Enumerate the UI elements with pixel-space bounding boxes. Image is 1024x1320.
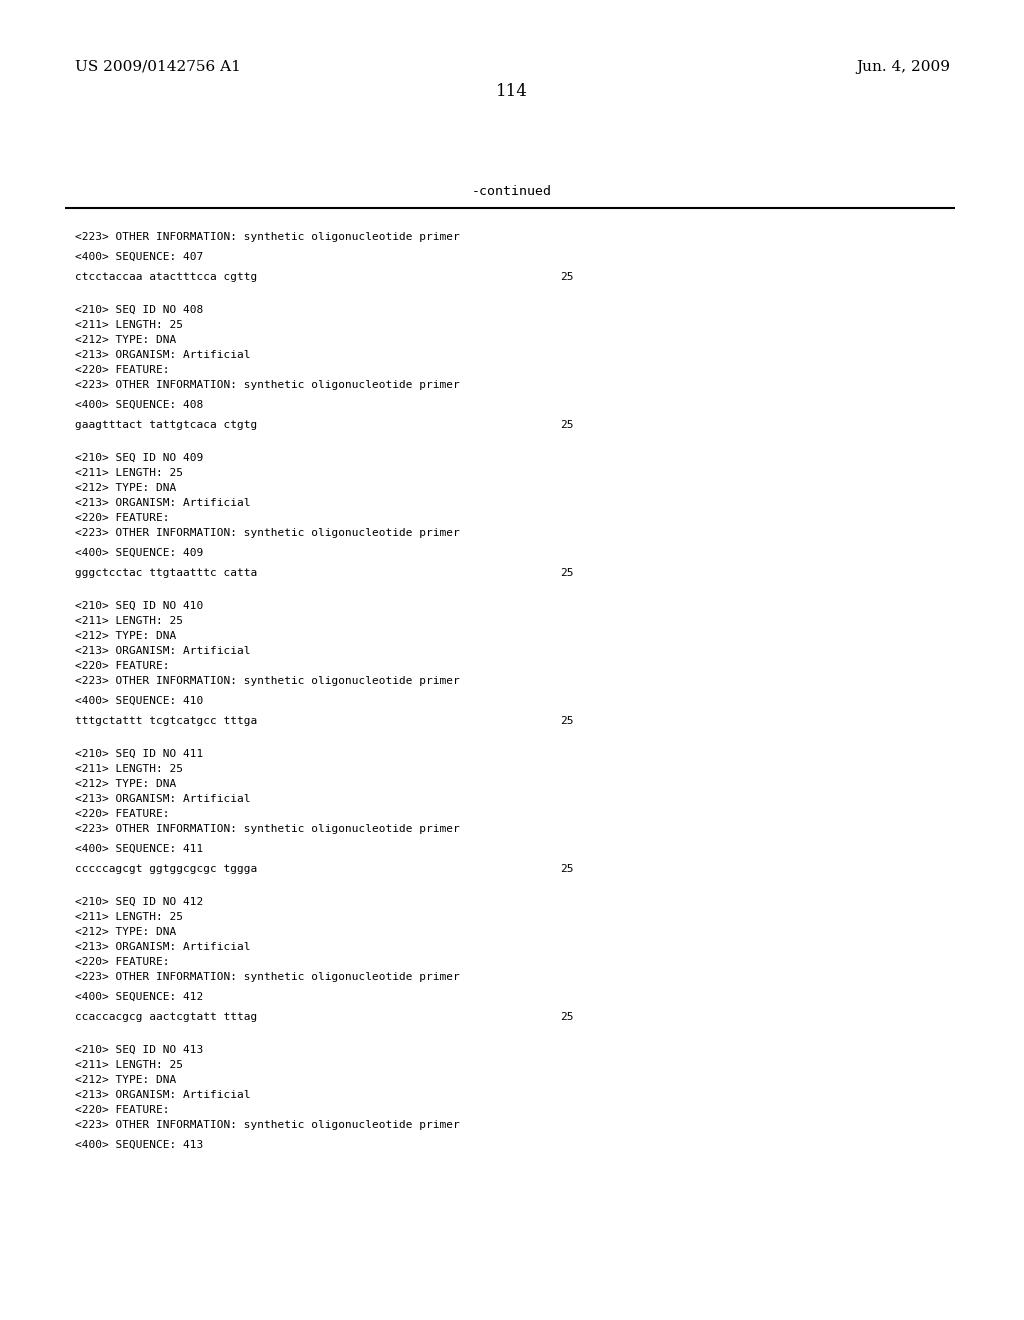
Text: -continued: -continued: [472, 185, 552, 198]
Text: <210> SEQ ID NO 409: <210> SEQ ID NO 409: [75, 453, 203, 463]
Text: <400> SEQUENCE: 409: <400> SEQUENCE: 409: [75, 548, 203, 558]
Text: 114: 114: [496, 83, 528, 100]
Text: <210> SEQ ID NO 408: <210> SEQ ID NO 408: [75, 305, 203, 315]
Text: <211> LENGTH: 25: <211> LENGTH: 25: [75, 469, 183, 478]
Text: ctcctaccaa atactttcca cgttg: ctcctaccaa atactttcca cgttg: [75, 272, 257, 282]
Text: <220> FEATURE:: <220> FEATURE:: [75, 366, 170, 375]
Text: ccaccacgcg aactcgtatt tttag: ccaccacgcg aactcgtatt tttag: [75, 1012, 257, 1022]
Text: <400> SEQUENCE: 407: <400> SEQUENCE: 407: [75, 252, 203, 261]
Text: <220> FEATURE:: <220> FEATURE:: [75, 661, 170, 671]
Text: <220> FEATURE:: <220> FEATURE:: [75, 1105, 170, 1115]
Text: <210> SEQ ID NO 413: <210> SEQ ID NO 413: [75, 1045, 203, 1055]
Text: 25: 25: [560, 272, 573, 282]
Text: <213> ORGANISM: Artificial: <213> ORGANISM: Artificial: [75, 498, 251, 508]
Text: <223> OTHER INFORMATION: synthetic oligonucleotide primer: <223> OTHER INFORMATION: synthetic oligo…: [75, 1119, 460, 1130]
Text: <210> SEQ ID NO 412: <210> SEQ ID NO 412: [75, 898, 203, 907]
Text: <212> TYPE: DNA: <212> TYPE: DNA: [75, 779, 176, 789]
Text: US 2009/0142756 A1: US 2009/0142756 A1: [75, 59, 241, 74]
Text: <211> LENGTH: 25: <211> LENGTH: 25: [75, 319, 183, 330]
Text: <211> LENGTH: 25: <211> LENGTH: 25: [75, 1060, 183, 1071]
Text: <212> TYPE: DNA: <212> TYPE: DNA: [75, 335, 176, 345]
Text: <223> OTHER INFORMATION: synthetic oligonucleotide primer: <223> OTHER INFORMATION: synthetic oligo…: [75, 232, 460, 242]
Text: <400> SEQUENCE: 408: <400> SEQUENCE: 408: [75, 400, 203, 411]
Text: <400> SEQUENCE: 412: <400> SEQUENCE: 412: [75, 993, 203, 1002]
Text: <223> OTHER INFORMATION: synthetic oligonucleotide primer: <223> OTHER INFORMATION: synthetic oligo…: [75, 676, 460, 686]
Text: 25: 25: [560, 715, 573, 726]
Text: <212> TYPE: DNA: <212> TYPE: DNA: [75, 483, 176, 492]
Text: <223> OTHER INFORMATION: synthetic oligonucleotide primer: <223> OTHER INFORMATION: synthetic oligo…: [75, 972, 460, 982]
Text: <223> OTHER INFORMATION: synthetic oligonucleotide primer: <223> OTHER INFORMATION: synthetic oligo…: [75, 380, 460, 389]
Text: <211> LENGTH: 25: <211> LENGTH: 25: [75, 764, 183, 774]
Text: <211> LENGTH: 25: <211> LENGTH: 25: [75, 912, 183, 921]
Text: Jun. 4, 2009: Jun. 4, 2009: [856, 59, 950, 74]
Text: tttgctattt tcgtcatgcc tttga: tttgctattt tcgtcatgcc tttga: [75, 715, 257, 726]
Text: <210> SEQ ID NO 411: <210> SEQ ID NO 411: [75, 748, 203, 759]
Text: 25: 25: [560, 1012, 573, 1022]
Text: <211> LENGTH: 25: <211> LENGTH: 25: [75, 616, 183, 626]
Text: gggctcctac ttgtaatttc catta: gggctcctac ttgtaatttc catta: [75, 568, 257, 578]
Text: <223> OTHER INFORMATION: synthetic oligonucleotide primer: <223> OTHER INFORMATION: synthetic oligo…: [75, 824, 460, 834]
Text: 25: 25: [560, 420, 573, 430]
Text: <400> SEQUENCE: 410: <400> SEQUENCE: 410: [75, 696, 203, 706]
Text: 25: 25: [560, 865, 573, 874]
Text: gaagtttact tattgtcaca ctgtg: gaagtttact tattgtcaca ctgtg: [75, 420, 257, 430]
Text: <213> ORGANISM: Artificial: <213> ORGANISM: Artificial: [75, 942, 251, 952]
Text: <212> TYPE: DNA: <212> TYPE: DNA: [75, 927, 176, 937]
Text: cccccagcgt ggtggcgcgc tggga: cccccagcgt ggtggcgcgc tggga: [75, 865, 257, 874]
Text: <213> ORGANISM: Artificial: <213> ORGANISM: Artificial: [75, 1090, 251, 1100]
Text: <220> FEATURE:: <220> FEATURE:: [75, 513, 170, 523]
Text: <400> SEQUENCE: 413: <400> SEQUENCE: 413: [75, 1140, 203, 1150]
Text: <210> SEQ ID NO 410: <210> SEQ ID NO 410: [75, 601, 203, 611]
Text: <220> FEATURE:: <220> FEATURE:: [75, 957, 170, 968]
Text: <220> FEATURE:: <220> FEATURE:: [75, 809, 170, 818]
Text: <213> ORGANISM: Artificial: <213> ORGANISM: Artificial: [75, 350, 251, 360]
Text: <400> SEQUENCE: 411: <400> SEQUENCE: 411: [75, 843, 203, 854]
Text: <212> TYPE: DNA: <212> TYPE: DNA: [75, 631, 176, 642]
Text: <213> ORGANISM: Artificial: <213> ORGANISM: Artificial: [75, 645, 251, 656]
Text: 25: 25: [560, 568, 573, 578]
Text: <212> TYPE: DNA: <212> TYPE: DNA: [75, 1074, 176, 1085]
Text: <223> OTHER INFORMATION: synthetic oligonucleotide primer: <223> OTHER INFORMATION: synthetic oligo…: [75, 528, 460, 539]
Text: <213> ORGANISM: Artificial: <213> ORGANISM: Artificial: [75, 795, 251, 804]
